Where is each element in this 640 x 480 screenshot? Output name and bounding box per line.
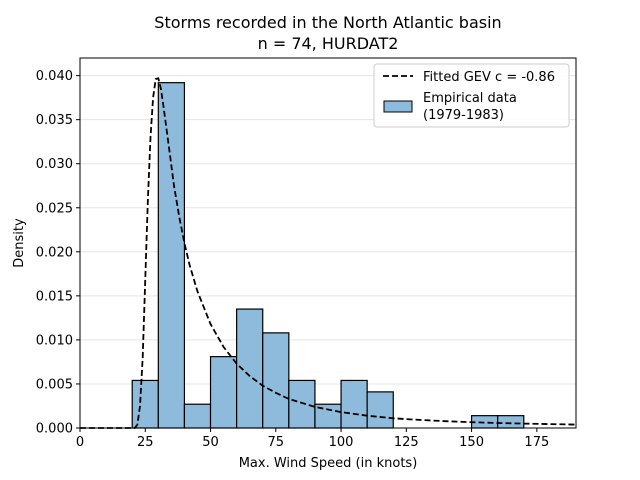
x-tick-label: 25 [137, 435, 154, 450]
y-axis-ticks: 0.000 0.005 0.010 0.015 0.020 0.025 0.030 0.035… [36, 69, 80, 437]
gev-curve [80, 77, 577, 429]
y-tick-label: 0.015 [36, 289, 73, 304]
y-tick-label: 0.000 [36, 422, 73, 437]
x-tick-label: 125 [394, 435, 419, 450]
y-tick-label: 0.035 [36, 113, 73, 128]
chart-subtitle: n = 74, HURDAT2 [258, 34, 399, 53]
histogram-bar [340, 379, 368, 429]
y-tick-label: 0.010 [36, 333, 73, 348]
legend-label-empirical: Empirical data [423, 91, 517, 106]
histogram-bar [262, 332, 290, 429]
legend-box [373, 63, 570, 128]
histogram-bar [497, 415, 525, 429]
legend-patch-swatch [383, 100, 413, 113]
y-tick-label: 0.030 [36, 157, 73, 172]
x-tick-label: 0 [76, 435, 84, 450]
y-tick-label: 0.040 [36, 69, 73, 84]
y-tick-label: 0.005 [36, 377, 73, 392]
legend-label-empirical-years: (1979-1983) [423, 108, 504, 123]
plot-frame [79, 57, 577, 429]
histogram-bar [157, 82, 186, 429]
legend-label-curve: Fitted GEV c = -0.86 [423, 70, 555, 85]
legend: Fitted GEV c = -0.86 Empirical data (197… [373, 63, 570, 128]
x-tick-label: 175 [524, 435, 549, 450]
x-tick-label: 50 [202, 435, 219, 450]
x-tick-label: 100 [329, 435, 354, 450]
x-axis-ticks: 0 25 50 75 100 125 150 175 [76, 428, 549, 450]
y-axis-label: Density [12, 218, 27, 268]
y-tick-label: 0.020 [36, 245, 73, 260]
y-tick-label: 0.025 [36, 201, 73, 216]
x-tick-label: 150 [459, 435, 484, 450]
histogram-bar [366, 391, 394, 429]
histogram-bar [183, 403, 212, 429]
histogram-bar [288, 379, 316, 429]
x-tick-label: 75 [268, 435, 285, 450]
histogram-bar [131, 379, 159, 429]
x-axis-label: Max. Wind Speed (in knots) [239, 456, 418, 471]
histogram-bars [131, 82, 525, 429]
histogram-bar [209, 356, 238, 429]
chart-title: Storms recorded in the North Atlantic ba… [154, 13, 501, 32]
